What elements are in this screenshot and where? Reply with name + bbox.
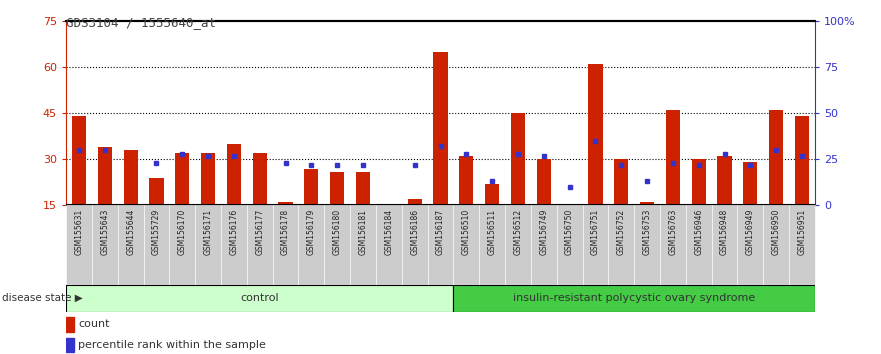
Bar: [226, 144, 241, 205]
Bar: [304, 169, 319, 205]
Text: GSM156763: GSM156763: [669, 209, 677, 255]
Bar: [666, 110, 680, 205]
Bar: [660, 205, 685, 285]
Bar: [144, 205, 169, 285]
Text: GSM155631: GSM155631: [75, 209, 84, 255]
Text: GSM156177: GSM156177: [255, 209, 264, 255]
Text: GSM156949: GSM156949: [746, 209, 755, 255]
Bar: [737, 205, 763, 285]
Bar: [118, 205, 144, 285]
Bar: [744, 162, 758, 205]
Bar: [692, 159, 706, 205]
Text: control: control: [241, 293, 279, 303]
Bar: [640, 202, 655, 205]
Bar: [253, 153, 267, 205]
Text: GSM156946: GSM156946: [694, 209, 703, 255]
Text: GSM156511: GSM156511: [488, 209, 497, 255]
Bar: [66, 338, 74, 352]
Bar: [72, 116, 86, 205]
Bar: [459, 156, 473, 205]
Bar: [92, 205, 118, 285]
Text: GSM156750: GSM156750: [565, 209, 574, 255]
Bar: [402, 205, 427, 285]
Text: insulin-resistant polycystic ovary syndrome: insulin-resistant polycystic ovary syndr…: [513, 293, 755, 303]
Bar: [201, 153, 215, 205]
Bar: [511, 113, 525, 205]
Text: GSM156187: GSM156187: [436, 209, 445, 255]
Text: GSM156950: GSM156950: [772, 209, 781, 255]
Text: GSM156512: GSM156512: [514, 209, 522, 255]
Text: GSM155643: GSM155643: [100, 209, 109, 255]
Bar: [66, 205, 92, 285]
Bar: [795, 116, 809, 205]
Bar: [324, 205, 350, 285]
Bar: [408, 199, 422, 205]
Bar: [717, 156, 731, 205]
Bar: [634, 205, 660, 285]
Bar: [454, 205, 479, 285]
Text: GSM155644: GSM155644: [126, 209, 135, 255]
Bar: [427, 205, 454, 285]
Text: GSM156186: GSM156186: [411, 209, 419, 255]
Bar: [196, 205, 221, 285]
Bar: [98, 147, 112, 205]
Bar: [537, 159, 551, 205]
Bar: [356, 172, 370, 205]
Text: GSM156179: GSM156179: [307, 209, 316, 255]
Bar: [609, 205, 634, 285]
Bar: [763, 205, 789, 285]
Bar: [769, 110, 783, 205]
Bar: [272, 205, 299, 285]
Text: percentile rank within the sample: percentile rank within the sample: [78, 340, 266, 350]
Text: GSM156948: GSM156948: [720, 209, 729, 255]
Bar: [66, 317, 74, 332]
Text: disease state ▶: disease state ▶: [2, 293, 83, 303]
Text: GSM156749: GSM156749: [539, 209, 548, 255]
Bar: [350, 205, 376, 285]
Text: GSM156510: GSM156510: [462, 209, 470, 255]
Bar: [589, 64, 603, 205]
Bar: [66, 285, 454, 312]
Bar: [557, 205, 582, 285]
Bar: [789, 205, 815, 285]
Text: GSM156951: GSM156951: [797, 209, 806, 255]
Text: GSM156753: GSM156753: [642, 209, 652, 255]
Bar: [712, 205, 737, 285]
Text: GSM156181: GSM156181: [359, 209, 367, 255]
Bar: [299, 205, 324, 285]
Text: GSM156751: GSM156751: [591, 209, 600, 255]
Text: GSM156178: GSM156178: [281, 209, 290, 255]
Bar: [454, 285, 815, 312]
Bar: [485, 184, 500, 205]
Bar: [221, 205, 247, 285]
Bar: [505, 205, 531, 285]
Bar: [582, 205, 609, 285]
Bar: [433, 52, 448, 205]
Bar: [531, 205, 557, 285]
Bar: [175, 153, 189, 205]
Text: GSM156176: GSM156176: [229, 209, 239, 255]
Bar: [685, 205, 712, 285]
Bar: [376, 205, 402, 285]
Bar: [479, 205, 505, 285]
Bar: [614, 159, 628, 205]
Bar: [150, 178, 164, 205]
Text: GSM156752: GSM156752: [617, 209, 626, 255]
Text: GSM156171: GSM156171: [204, 209, 212, 255]
Bar: [247, 205, 272, 285]
Text: GSM156184: GSM156184: [384, 209, 393, 255]
Text: GSM156170: GSM156170: [178, 209, 187, 255]
Bar: [169, 205, 196, 285]
Bar: [278, 202, 292, 205]
Text: GSM155729: GSM155729: [152, 209, 161, 255]
Text: GDS3104 / 1555640_at: GDS3104 / 1555640_at: [66, 16, 216, 29]
Bar: [123, 150, 137, 205]
Text: GSM156180: GSM156180: [333, 209, 342, 255]
Bar: [330, 172, 344, 205]
Text: count: count: [78, 320, 110, 330]
